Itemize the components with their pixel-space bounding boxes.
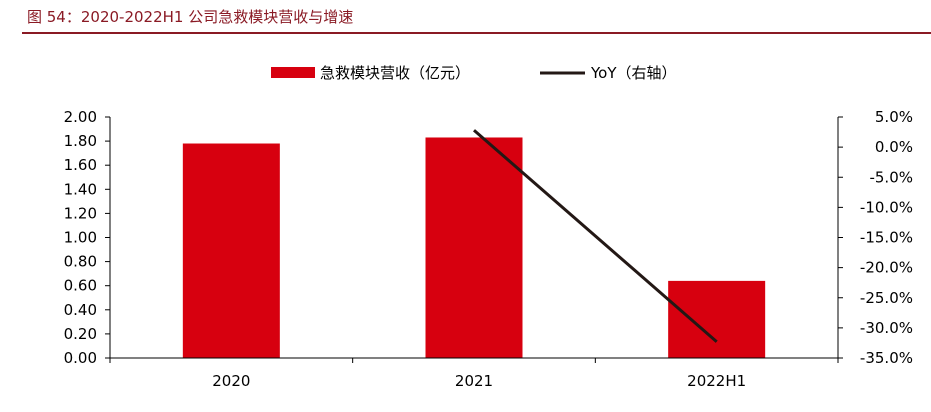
left-tick-label: 1.20 [64, 204, 97, 222]
left-tick-label: 0.80 [64, 253, 97, 271]
right-tick-label: -20.0% [860, 259, 913, 277]
left-tick-label: 1.60 [64, 156, 97, 174]
left-tick-label: 1.40 [64, 180, 97, 198]
x-tick-label: 2022H1 [687, 372, 746, 390]
left-tick-label: 0.40 [64, 301, 97, 319]
left-tick-label: 2.00 [64, 108, 97, 126]
legend-label-bar: 急救模块营收（亿元） [320, 64, 470, 82]
bar-2021 [425, 137, 523, 358]
figure-title: 图 54：2020-2022H1 公司急救模块营收与增速 [27, 8, 354, 26]
right-tick-label: -30.0% [860, 319, 913, 337]
left-tick-label: 1.80 [64, 132, 97, 150]
right-tick-label: -15.0% [860, 229, 913, 247]
right-tick-label: 0.0% [875, 138, 913, 156]
x-tick-label: 2020 [212, 372, 250, 390]
legend: 急救模块营收（亿元） YoY（右轴） [271, 64, 677, 82]
left-tick-label: 1.00 [64, 229, 97, 247]
right-tick-label: -10.0% [860, 198, 913, 216]
yoy-line [473, 129, 718, 343]
right-tick-label: -5.0% [869, 168, 913, 186]
legend-swatch-bar [271, 67, 315, 78]
left-tick-label: 0.20 [64, 325, 97, 343]
bar-2022H1 [668, 280, 766, 358]
x-tick-label: 2021 [455, 372, 493, 390]
legend-label-line: YoY（右轴） [590, 64, 677, 82]
bar-2020 [182, 143, 280, 358]
right-tick-label: 5.0% [875, 108, 913, 126]
right-tick-label: -25.0% [860, 289, 913, 307]
title-divider [22, 32, 931, 34]
left-tick-label: 0.00 [64, 349, 97, 367]
left-tick-label: 0.60 [64, 277, 97, 295]
right-tick-label: -35.0% [860, 349, 913, 367]
